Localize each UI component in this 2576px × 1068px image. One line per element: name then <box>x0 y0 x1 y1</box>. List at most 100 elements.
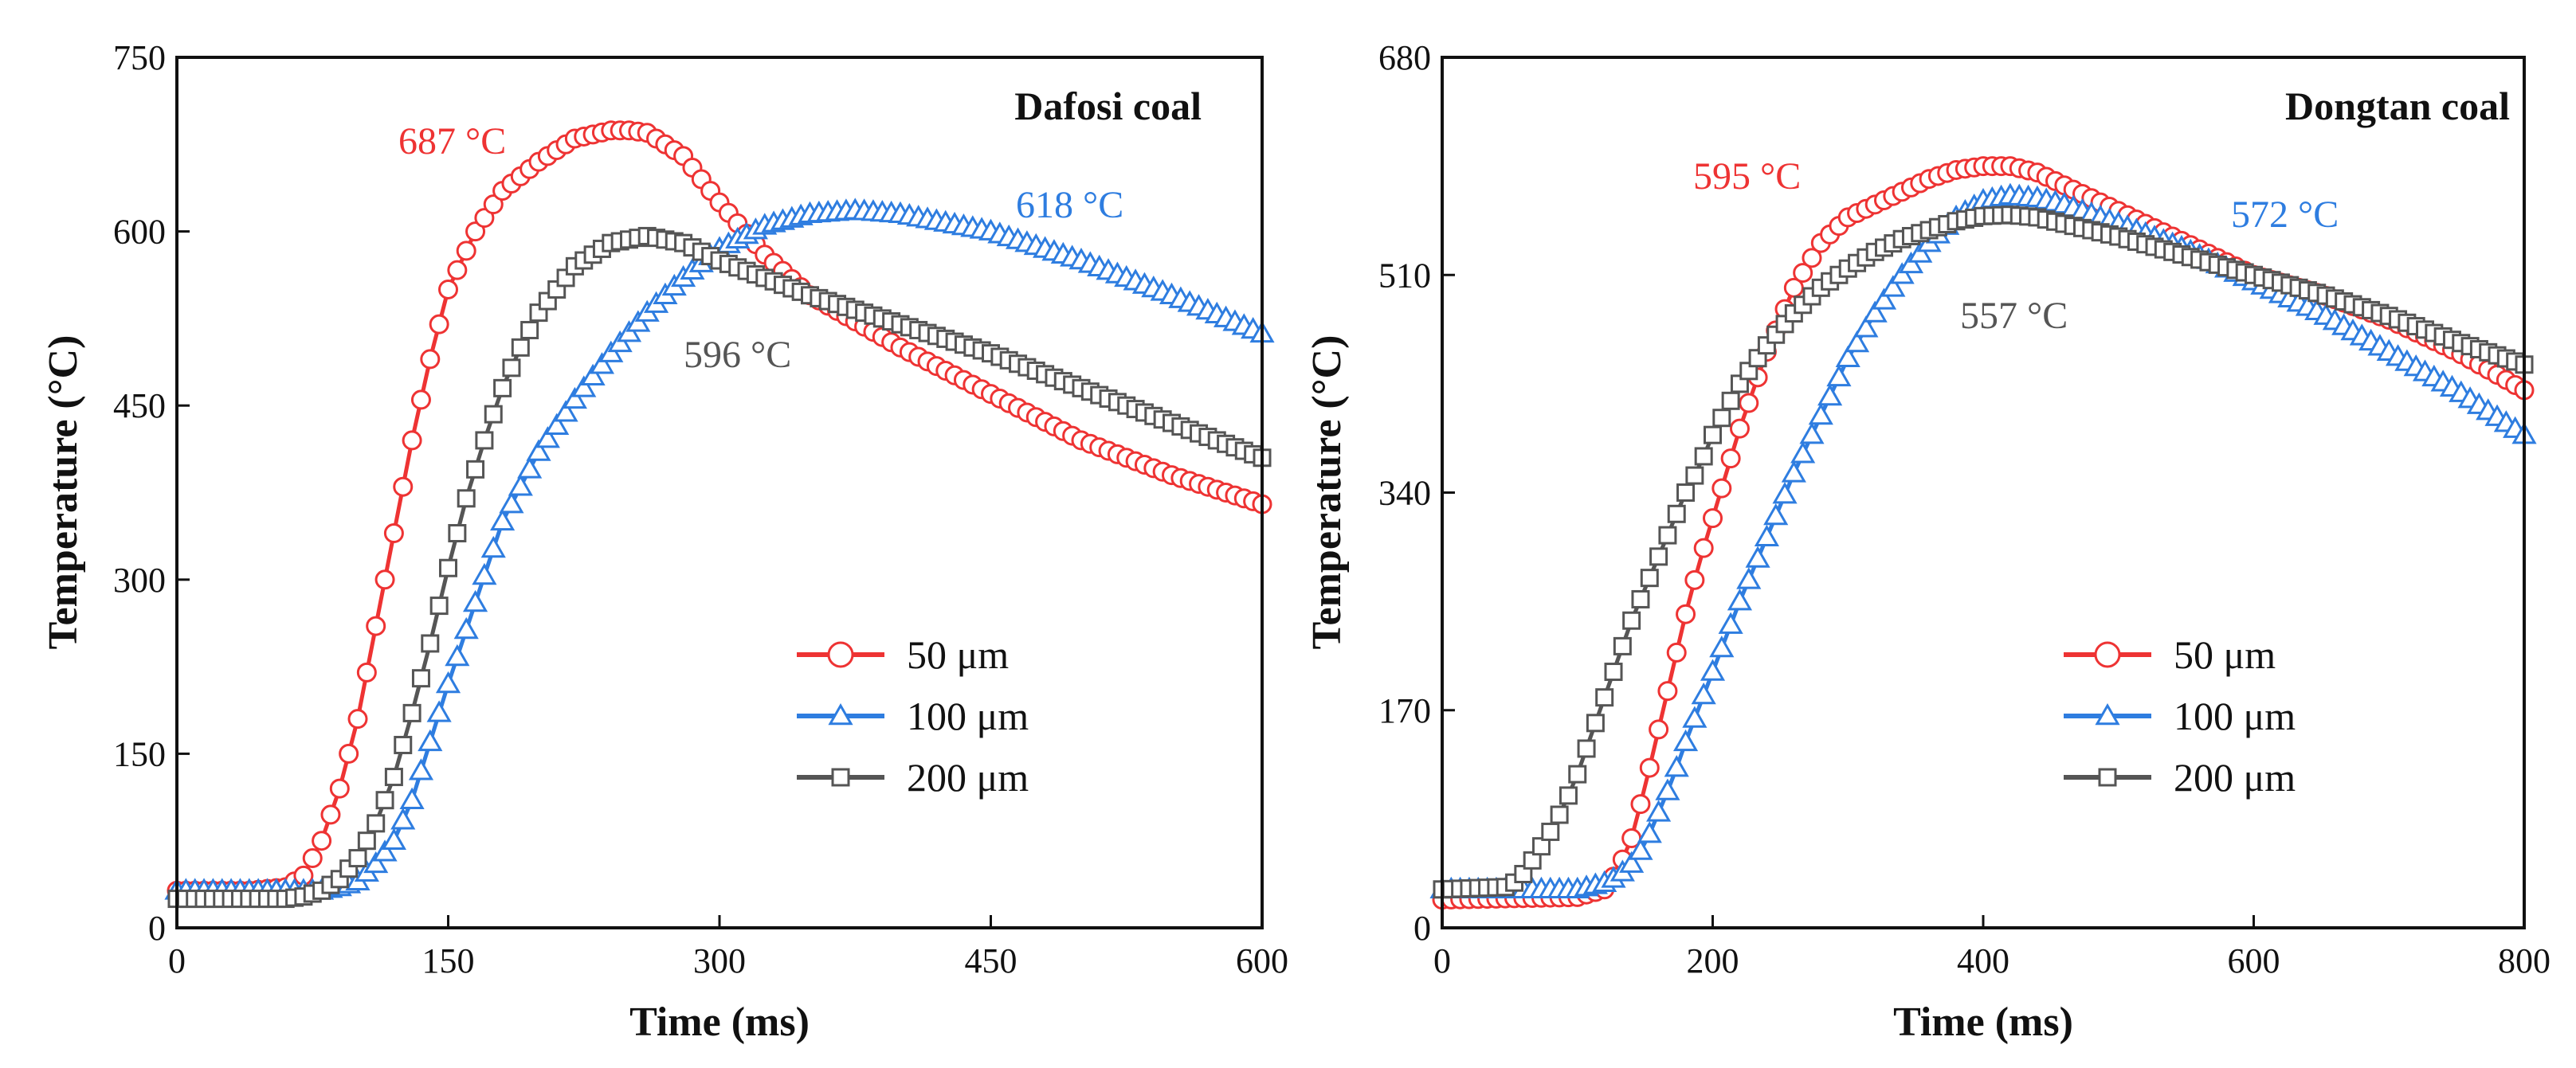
chart-dafosi-point-50um <box>366 616 386 636</box>
chart-dafosi-point-200um <box>502 358 521 378</box>
chart-dafosi-point-50um <box>447 260 468 280</box>
chart-dongtan-point-100um <box>1862 300 1888 323</box>
chart-dongtan-title: Dongtan coal <box>2285 84 2510 128</box>
chart-dafosi-title: Dafosi coal <box>1014 84 1202 128</box>
chart-dongtan-point-50um <box>1676 604 1696 624</box>
chart-dongtan-point-100um <box>1790 441 1816 464</box>
chart-dafosi-point-100um <box>589 352 615 374</box>
chart-dafosi-annotation-50um-peak: 687 °C <box>398 120 506 162</box>
chart-dongtan-point-100um <box>1718 612 1743 634</box>
chart-dafosi-point-50um <box>393 476 414 497</box>
chart-dongtan-ticks: 0 200 400 600 800 0 170 340 510 680 <box>1378 38 2551 980</box>
chart-dongtan-xtick-label: 800 <box>2498 941 2551 980</box>
chart-dafosi-xtick-label: 0 <box>168 941 186 980</box>
chart-dafosi-point-50um <box>347 709 368 730</box>
chart-dafosi-point-100um <box>453 616 479 640</box>
chart-dongtan-xtick-label: 200 <box>1687 941 1739 980</box>
chart-dongtan-ytick-label: 0 <box>1413 909 1431 948</box>
chart-dafosi-legend-item: 200 μm <box>797 755 1029 800</box>
chart-dongtan-point-200um <box>1649 547 1668 566</box>
chart-dongtan-point-50um <box>1739 393 1759 413</box>
chart-dafosi-legend-label: 100 μm <box>907 694 1029 738</box>
chart-dafosi-point-200um <box>520 320 539 339</box>
chart-dongtan-ylabel: Temperature (°C) <box>1304 335 1350 650</box>
chart-dafosi-point-50um <box>320 804 341 825</box>
chart-dafosi-legend-label: 50 μm <box>907 632 1009 677</box>
chart-dafosi-ytick-label: 750 <box>113 38 166 77</box>
chart-dafosi-xtick-label: 150 <box>422 941 475 980</box>
chart-dafosi: 0 150 300 450 600 0 150 300 450 600 750 Dafosi coa… <box>41 38 1288 1045</box>
chart-dafosi-xtick-label: 450 <box>965 941 1017 980</box>
chart-dongtan-point-100um <box>1835 345 1860 367</box>
chart-dongtan-point-100um <box>1655 778 1680 800</box>
chart-dafosi-point-100um <box>381 827 406 850</box>
chart-dafosi-point-100um <box>544 413 570 435</box>
chart-dongtan-point-50um <box>1703 508 1723 529</box>
chart-dafosi-point-50um <box>402 430 422 451</box>
chart-dafosi-legend-marker <box>828 702 853 726</box>
chart-dongtan-point-200um <box>1559 786 1578 805</box>
chart-dafosi-ytick-label: 0 <box>148 909 166 948</box>
chart-dafosi-series <box>164 120 1275 909</box>
chart-dongtan-point-100um <box>1889 262 1915 284</box>
chart-dafosi-legend: 50 μm 100 μm 200 μm <box>797 632 1029 800</box>
chart-dafosi-point-50um <box>420 349 441 370</box>
chart-dongtan-point-100um <box>1619 851 1645 873</box>
chart-dafosi-point-100um <box>363 851 389 874</box>
chart-dafosi-point-100um <box>571 375 597 397</box>
chart-dongtan-point-200um <box>1541 822 1560 841</box>
chart-dongtan-point-100um <box>1853 315 1879 338</box>
chart-dafosi-point-200um <box>357 831 376 851</box>
chart-dongtan-point-100um <box>1672 729 1699 752</box>
chart-dafosi-point-200um <box>439 558 457 577</box>
chart-dongtan-point-200um <box>1604 663 1623 682</box>
chart-dongtan-point-50um <box>1729 418 1750 439</box>
chart-dongtan-legend-marker <box>2095 702 2120 726</box>
chart-dongtan-series <box>1429 156 2537 910</box>
chart-dafosi-point-50um <box>456 241 476 261</box>
chart-dafosi-ytick-label: 450 <box>113 386 166 425</box>
chart-dongtan-ytick-label: 170 <box>1378 691 1431 730</box>
chart-dafosi-ytick-label: 300 <box>113 561 166 600</box>
chart-dongtan-point-100um <box>1817 383 1843 406</box>
chart-dafosi-point-200um <box>448 524 467 543</box>
chart-dafosi-point-100um <box>418 729 443 752</box>
chart-dongtan-point-100um <box>1898 251 1924 274</box>
chart-dongtan-annotation-50um-peak: 595 °C <box>1693 155 1801 198</box>
chart-dongtan-point-200um <box>1586 714 1605 733</box>
chart-dongtan-point-100um <box>1709 636 1735 658</box>
chart-dafosi-point-200um <box>402 703 421 722</box>
chart-dafosi-point-200um <box>367 814 386 833</box>
chart-dongtan-point-50um <box>1639 757 1660 778</box>
chart-dongtan-point-100um <box>1763 503 1789 526</box>
chart-dongtan-point-200um <box>1568 765 1587 784</box>
chart-dafosi-point-100um <box>472 562 497 585</box>
chart-dafosi-point-100um <box>490 508 516 531</box>
chart-dongtan-point-50um <box>1711 478 1732 499</box>
chart-dafosi-point-50um <box>410 389 431 410</box>
chart-dafosi-point-200um <box>348 849 367 868</box>
chart-dongtan-legend-item: 50 μm <box>2064 632 2276 677</box>
chart-dafosi-point-100um <box>580 363 606 386</box>
chart-dongtan-point-100um <box>1664 755 1689 777</box>
chart-dafosi-annotation-100um-peak: 618 °C <box>1016 184 1123 226</box>
chart-dafosi-legend-marker <box>827 641 854 668</box>
chart-dafosi-point-50um <box>329 778 350 799</box>
chart-dongtan-point-200um <box>1577 739 1596 758</box>
chart-dongtan-ytick-label: 680 <box>1378 38 1431 77</box>
chart-dafosi-frame <box>175 56 1264 929</box>
chart-dongtan-annotation-100um-peak: 572 °C <box>2231 194 2339 236</box>
chart-dafosi-point-50um <box>474 208 495 229</box>
chart-dafosi-point-50um <box>383 523 404 544</box>
chart-dongtan-point-200um <box>1595 688 1614 707</box>
chart-dafosi-series-200um <box>167 226 1272 909</box>
chart-dongtan-legend-label: 50 μm <box>2174 632 2276 677</box>
chart-dafosi-point-100um <box>535 426 560 448</box>
chart-dongtan-point-100um <box>1808 403 1833 425</box>
chart-dafosi-point-200um <box>411 669 430 688</box>
chart-dafosi-point-200um <box>511 338 530 357</box>
chart-dafosi-point-200um <box>394 735 413 754</box>
